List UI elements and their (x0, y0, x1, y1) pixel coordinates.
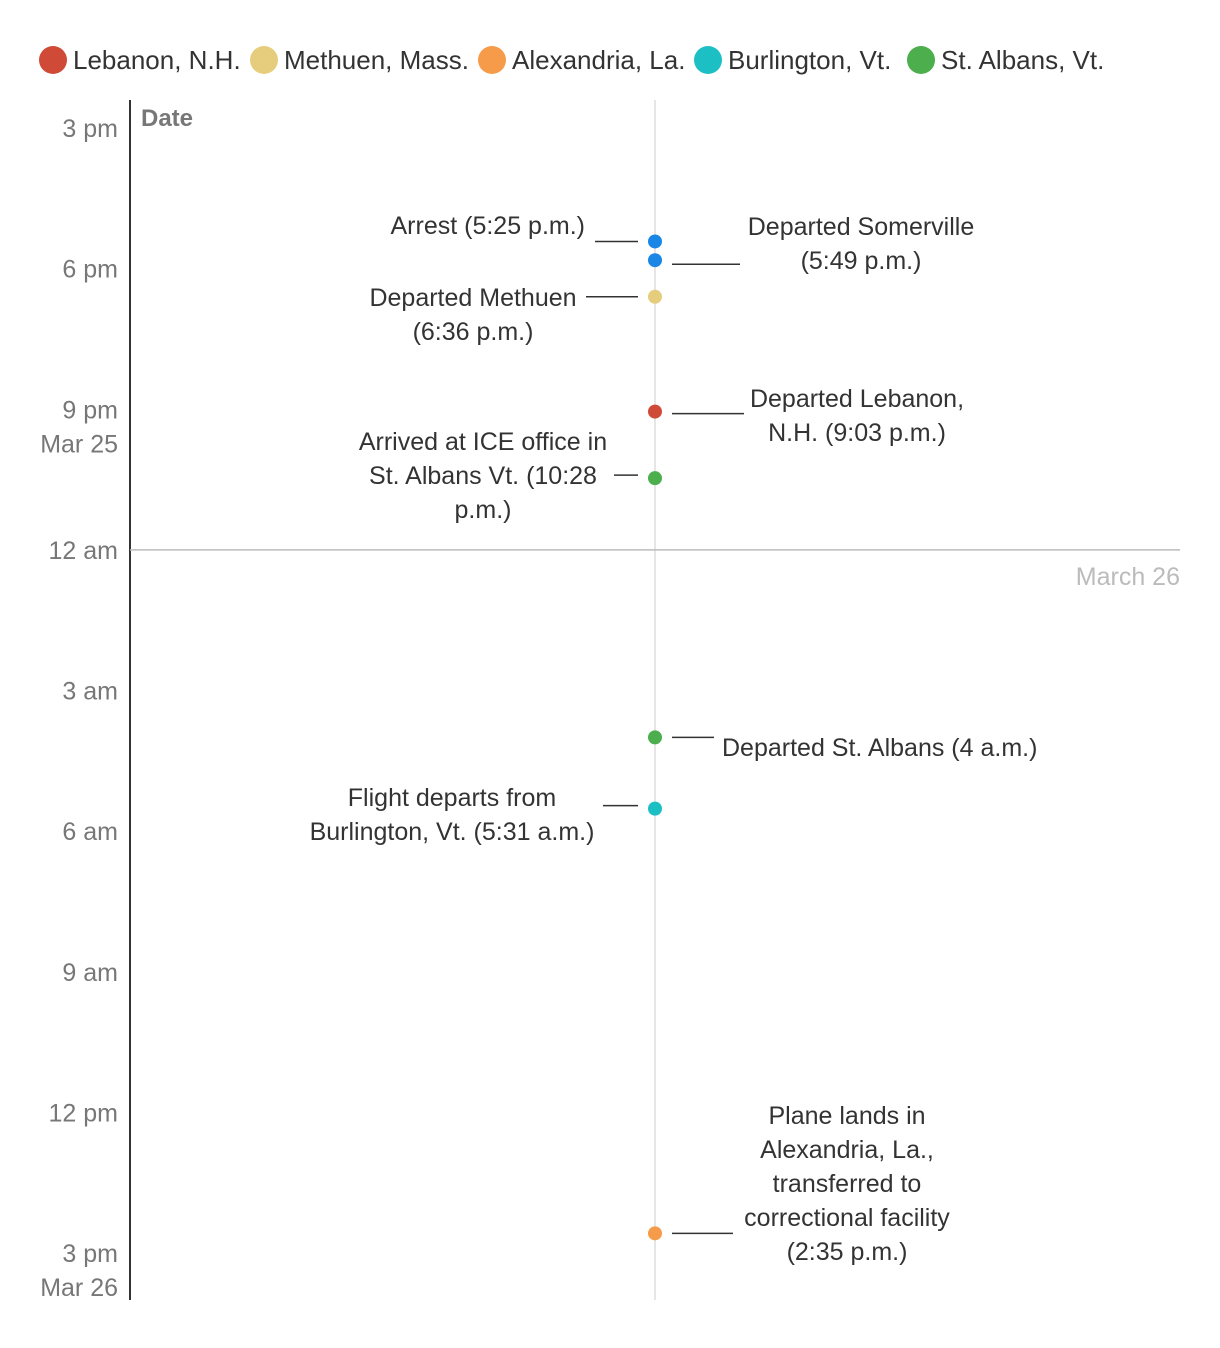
event-point (648, 1226, 662, 1241)
event-label: Arrived at ICE office in (359, 428, 607, 456)
event-point (648, 289, 662, 304)
y-tick-label: 6 pm (62, 256, 118, 284)
event-5: Arrived at ICE office in St. Albans Vt. (… (359, 428, 662, 524)
legend-swatch-methuen-mass (250, 46, 278, 74)
event-label: Flight departs from (348, 784, 556, 812)
event-label: correctional facility (744, 1204, 950, 1232)
y-axis: Date 3 pm 6 pm 9 pm Mar 25 12 am 3 am 6 am 9 am… (40, 100, 193, 1302)
legend-label-lebanon-n-h: Lebanon, N.H. (73, 45, 241, 75)
date-divider-label: March 26 (1076, 563, 1180, 591)
event-7: Flight departs from Burlington, Vt. (5:31… (310, 784, 662, 846)
event-1: Arrest (5:25 p.m.) (391, 212, 662, 249)
y-tick-label: 12 pm (49, 1099, 118, 1127)
y-tick-label: 6 am (62, 818, 118, 846)
event-label: transferred to (773, 1170, 922, 1198)
event-4: Departed Lebanon, N.H. (9:03 p.m.) (648, 385, 964, 447)
y-axis-title: Date (141, 105, 193, 132)
y-tick-label: 12 am (49, 537, 118, 565)
event-label: (5:49 p.m.) (801, 247, 922, 275)
event-label: Departed Methuen (369, 284, 576, 312)
legend-label-burlington-vt: Burlington, Vt. (728, 45, 891, 75)
event-markers: Arrest (5:25 p.m.) Departed Somerville (5:… (310, 212, 1038, 1266)
event-label: Departed St. Albans (4 a.m.) (722, 734, 1037, 762)
legend-swatch-alexandria-la (478, 46, 506, 74)
event-label: St. Albans Vt. (10:28 (369, 462, 597, 490)
y-tick-label: 3 pm (62, 115, 118, 143)
event-point (648, 471, 662, 486)
event-label: Departed Somerville (748, 213, 975, 241)
legend-swatch-burlington-vt (694, 46, 722, 74)
event-point (648, 234, 662, 249)
event-point (648, 730, 662, 745)
legend-label-alexandria-la: Alexandria, La. (512, 45, 685, 75)
date-divider: March 26 (130, 549, 1180, 591)
y-tick-label: 3 am (62, 678, 118, 706)
y-tick-label: 3 pm (62, 1240, 118, 1268)
event-label: p.m.) (455, 496, 512, 524)
event-3: Departed Methuen (6:36 p.m.) (369, 284, 662, 346)
event-label: Departed Lebanon, (750, 385, 964, 413)
legend: Lebanon, N.H. Methuen, Mass. Alexandria, L… (39, 45, 1104, 75)
event-label: (6:36 p.m.) (413, 318, 534, 346)
event-label: Arrest (5:25 p.m.) (391, 212, 586, 240)
event-2: Departed Somerville (5:49 p.m.) (648, 213, 974, 275)
legend-label-st-albans-vt: St. Albans, Vt. (941, 45, 1104, 75)
event-point (648, 801, 662, 816)
y-tick-sublabel: Mar 25 (40, 430, 118, 458)
event-point (648, 404, 662, 419)
event-point (648, 253, 662, 268)
y-tick-sublabel: Mar 26 (40, 1274, 118, 1302)
event-label: Burlington, Vt. (5:31 a.m.) (310, 818, 595, 846)
event-label: N.H. (9:03 p.m.) (768, 419, 946, 447)
event-label: (2:35 p.m.) (787, 1238, 908, 1266)
legend-swatch-st-albans-vt (907, 46, 935, 74)
legend-label-methuen-mass: Methuen, Mass. (284, 45, 469, 75)
event-8: Plane lands in Alexandria, La., transferre… (648, 1102, 950, 1266)
event-6: Departed St. Albans (4 a.m.) (648, 730, 1037, 762)
y-tick-label: 9 am (62, 959, 118, 987)
legend-swatch-lebanon-n-h (39, 46, 67, 74)
event-label: Alexandria, La., (760, 1136, 934, 1164)
y-tick-label: 9 pm (62, 396, 118, 424)
event-label: Plane lands in (768, 1102, 925, 1130)
